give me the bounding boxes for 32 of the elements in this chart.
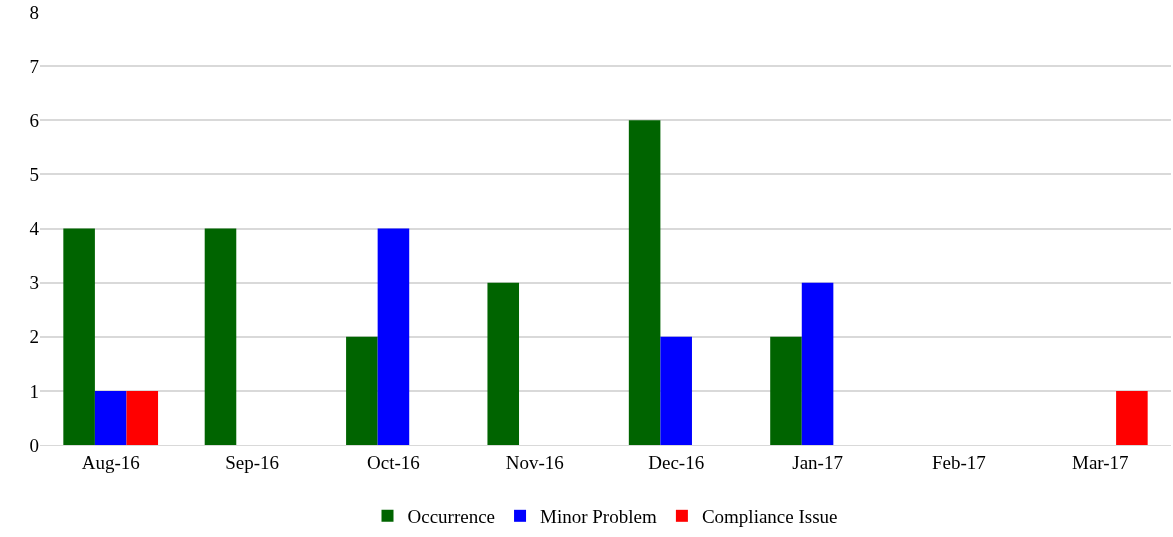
x-tick-label: Oct-16 xyxy=(367,451,420,473)
bar xyxy=(487,282,520,445)
legend-label: Minor Problem xyxy=(540,506,657,528)
y-tick-label: 2 xyxy=(29,326,39,348)
x-tick-label: Nov-16 xyxy=(505,451,564,473)
x-tick-label: Jan-17 xyxy=(792,451,843,473)
bar xyxy=(63,228,95,445)
y-tick-label: 4 xyxy=(29,218,40,240)
legend-label: Compliance Issue xyxy=(701,506,838,528)
x-tick-label: Mar-17 xyxy=(1072,451,1129,473)
y-tick-label: 1 xyxy=(29,380,39,402)
bar xyxy=(204,228,237,445)
legend-label: Occurrence xyxy=(407,506,496,528)
y-tick-label: 0 xyxy=(29,434,39,456)
bar xyxy=(801,282,834,445)
bar xyxy=(1116,390,1148,445)
bar xyxy=(660,336,692,445)
bar xyxy=(346,336,378,445)
bar xyxy=(126,390,159,445)
x-tick-label: Feb-17 xyxy=(932,451,986,473)
y-tick-label: 7 xyxy=(29,55,39,77)
x-tick-label: Aug-16 xyxy=(81,451,140,473)
x-tick-label: Dec-16 xyxy=(648,451,705,473)
bar xyxy=(377,228,410,445)
y-tick-label: 8 xyxy=(29,1,39,23)
y-tick-label: 6 xyxy=(29,109,39,131)
y-tick-label: 5 xyxy=(29,164,39,186)
x-tick-label: Sep-16 xyxy=(225,451,279,473)
bar xyxy=(770,336,802,445)
bar xyxy=(94,390,127,445)
bar xyxy=(628,120,661,445)
y-tick-label: 3 xyxy=(29,272,39,294)
